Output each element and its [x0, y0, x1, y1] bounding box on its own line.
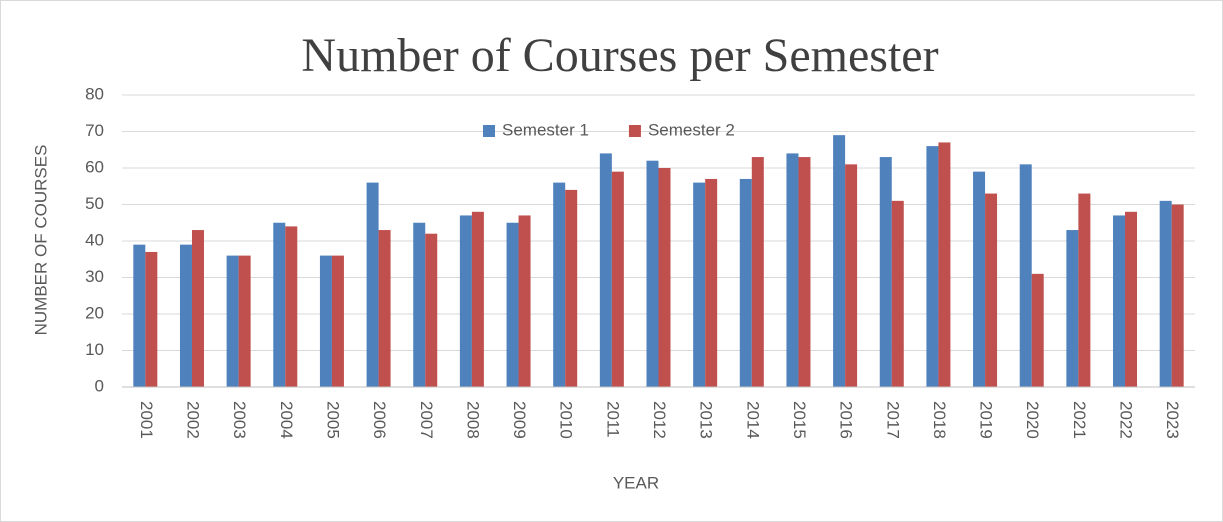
x-tick-label: 2014 — [743, 401, 762, 439]
x-tick-label: 2021 — [1070, 401, 1089, 439]
x-tick-label: 2017 — [883, 401, 902, 439]
bar — [553, 182, 566, 387]
bar — [565, 189, 578, 387]
bar — [331, 255, 344, 387]
legend-swatch — [628, 125, 641, 137]
bar — [646, 160, 659, 387]
bar — [133, 244, 146, 387]
bar — [891, 200, 904, 387]
legend-label: Semester 1 — [502, 120, 589, 139]
y-tick-label: 50 — [85, 194, 104, 213]
bar — [1031, 273, 1044, 387]
x-tick-label: 2002 — [183, 401, 202, 439]
x-tick-label: 2011 — [603, 401, 622, 438]
bar — [413, 222, 426, 387]
x-tick-label: 2015 — [790, 401, 809, 439]
bar — [459, 215, 472, 387]
bar — [179, 244, 192, 387]
bar — [705, 178, 718, 387]
x-tick-label: 2006 — [370, 401, 389, 439]
bar — [378, 230, 391, 387]
y-tick-label: 20 — [85, 303, 104, 322]
x-tick-label: 2008 — [463, 401, 482, 439]
x-tick-label: 2016 — [837, 401, 856, 439]
y-tick-label: 40 — [85, 230, 104, 249]
bar — [1019, 164, 1032, 387]
x-tick-label: 2019 — [977, 401, 996, 439]
bar — [1125, 211, 1138, 387]
bar — [926, 146, 939, 387]
x-tick-label: 2001 — [137, 401, 156, 439]
bar — [518, 215, 531, 387]
legend-label: Semester 2 — [648, 120, 735, 139]
y-tick-label: 80 — [85, 84, 104, 103]
bar — [145, 251, 158, 387]
bar — [226, 255, 239, 387]
y-tick-label: 60 — [85, 157, 104, 176]
bar — [599, 153, 612, 387]
x-axis-label: YEAR — [613, 473, 659, 492]
x-tick-label: 2023 — [1163, 401, 1182, 439]
x-tick-label: 2018 — [930, 401, 949, 439]
bar — [973, 171, 986, 387]
y-axis-label: NUMBER OF COURSES — [31, 145, 50, 336]
bar — [739, 178, 752, 387]
bar — [506, 222, 519, 387]
y-tick-label: 70 — [85, 121, 104, 140]
bar — [1066, 230, 1079, 387]
bar — [191, 230, 204, 387]
bar — [693, 182, 706, 387]
legend-swatch — [483, 125, 495, 137]
bar — [938, 142, 951, 387]
bar — [798, 157, 811, 387]
bar — [471, 211, 484, 387]
bar — [985, 193, 998, 387]
x-tick-label: 2020 — [1023, 401, 1042, 439]
bar — [658, 168, 671, 387]
bar — [751, 157, 764, 387]
x-tick-label: 2010 — [557, 401, 576, 439]
bar — [1078, 193, 1091, 387]
bar — [285, 226, 298, 387]
bar — [786, 153, 799, 387]
x-tick-label: 2007 — [417, 401, 436, 439]
bar — [1159, 200, 1172, 387]
bar — [833, 135, 846, 387]
x-tick-label: 2012 — [650, 401, 669, 439]
bar — [611, 171, 624, 387]
y-tick-label: 30 — [85, 267, 104, 286]
y-tick-label: 0 — [95, 376, 104, 395]
x-tick-label: 2009 — [510, 401, 529, 439]
bar — [1171, 204, 1184, 387]
bar — [273, 222, 286, 387]
x-tick-label: 2005 — [323, 401, 342, 439]
y-tick-label: 10 — [85, 340, 104, 359]
bar — [319, 255, 332, 387]
x-tick-label: 2003 — [230, 401, 249, 439]
bar — [238, 255, 251, 387]
x-tick-label: 2022 — [1117, 401, 1136, 439]
bar — [879, 157, 892, 387]
bar — [366, 182, 379, 387]
x-tick-label: 2013 — [697, 401, 716, 439]
bar — [845, 164, 858, 387]
chart-title: Number of Courses per Semester — [301, 29, 938, 82]
bar — [425, 233, 438, 387]
bar — [1113, 215, 1126, 387]
x-tick-label: 2004 — [277, 401, 296, 439]
